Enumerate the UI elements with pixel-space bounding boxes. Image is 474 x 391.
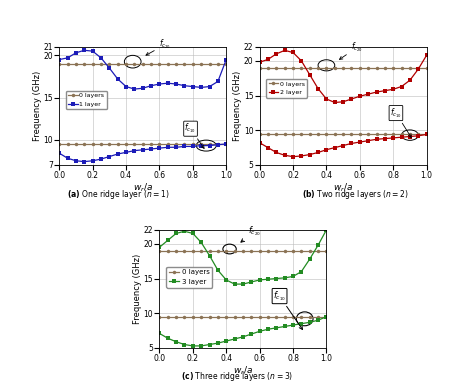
Text: $f_{c_{10}}$: $f_{c_{10}}$ xyxy=(184,122,204,149)
Y-axis label: Frequency (GHz): Frequency (GHz) xyxy=(33,71,42,141)
Y-axis label: Frequency (GHz): Frequency (GHz) xyxy=(133,254,142,324)
Y-axis label: Frequency (GHz): Frequency (GHz) xyxy=(233,71,242,141)
Legend: 0 layers, 1 layer: 0 layers, 1 layer xyxy=(66,91,107,109)
Text: $f_{c_{10}}$: $f_{c_{10}}$ xyxy=(390,106,411,138)
X-axis label: $w_r/a$: $w_r/a$ xyxy=(133,182,153,194)
Text: $\mathbf{(c)}$ Three ridge layers $(n=3)$: $\mathbf{(c)}$ Three ridge layers $(n=3)… xyxy=(181,370,293,383)
Text: $\mathbf{(a)}$ One ridge layer $(n=1)$: $\mathbf{(a)}$ One ridge layer $(n=1)$ xyxy=(67,188,170,201)
Text: $f_{c_{20}}$: $f_{c_{20}}$ xyxy=(146,38,172,55)
X-axis label: $w_r/a$: $w_r/a$ xyxy=(233,365,253,377)
Legend: 0 layers, 2 layer: 0 layers, 2 layer xyxy=(266,79,307,98)
Text: $f_{c_{10}}$: $f_{c_{10}}$ xyxy=(273,289,302,330)
X-axis label: $w_r/a$: $w_r/a$ xyxy=(333,182,353,194)
Text: $f_{c_{20}}$: $f_{c_{20}}$ xyxy=(339,40,364,59)
Text: $f_{c_{20}}$: $f_{c_{20}}$ xyxy=(241,225,261,242)
Text: $\mathbf{(b)}$ Two ridge layers $(n=2)$: $\mathbf{(b)}$ Two ridge layers $(n=2)$ xyxy=(302,188,409,201)
Legend: 0 layers, 3 layer: 0 layers, 3 layer xyxy=(166,267,212,288)
